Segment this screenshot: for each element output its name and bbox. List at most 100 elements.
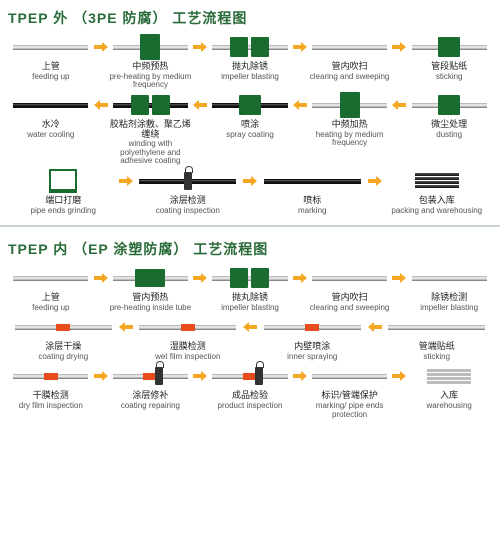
step-label-cn: 入库 xyxy=(440,391,458,401)
step-icon xyxy=(307,265,393,291)
arrow-right-icon xyxy=(193,34,207,52)
step-label-en: impeller blasting xyxy=(420,304,478,312)
step-icon xyxy=(406,363,492,389)
chart1-title: TPEP 外 （3PE 防腐） 工艺流程图 xyxy=(8,8,492,28)
step-label-cn: 中频预热 xyxy=(132,62,168,72)
step-label-cn: 管内吹扫 xyxy=(332,293,368,303)
process-step: 水冷 water cooling xyxy=(8,92,94,139)
step-icon xyxy=(8,363,94,389)
chart2-row: 涂层干燥 coating drying 湿膜检测 wet film inspec… xyxy=(8,314,492,361)
process-step: 上管 feeding up xyxy=(8,34,94,81)
process-step: 成品检验 product inspection xyxy=(207,363,293,410)
step-label-cn: 涂层修补 xyxy=(132,391,168,401)
step-icon xyxy=(406,265,492,291)
step-label-en: pre-heating by medium frequency xyxy=(108,73,194,90)
step-icon xyxy=(108,92,194,118)
process-step: 管内吹扫 clearing and sweeping xyxy=(307,265,393,312)
arrow-left-icon xyxy=(193,92,207,110)
process-step: 除锈检测 impeller blasting xyxy=(406,265,492,312)
step-label-cn: 包装入库 xyxy=(419,196,455,206)
arrow-left-icon xyxy=(368,314,382,332)
arrow-right-icon xyxy=(392,363,406,381)
arrow-left-icon xyxy=(293,92,307,110)
step-label-cn: 管内预热 xyxy=(132,293,168,303)
chart1-row: 端口打磨 pipe ends grinding 涂层检测 coating ins… xyxy=(8,168,492,215)
step-label-en: sticking xyxy=(423,353,450,361)
step-label-cn: 上管 xyxy=(42,293,60,303)
flowchart-1: TPEP 外 （3PE 防腐） 工艺流程图 上管 feeding up 中频预热… xyxy=(0,0,500,221)
process-step: 涂层检测 coating inspection xyxy=(133,168,244,215)
step-label-en: coating inspection xyxy=(156,207,220,215)
step-icon xyxy=(207,265,293,291)
step-label-en: water cooling xyxy=(27,131,74,139)
step-label-en: pipe ends grinding xyxy=(31,207,96,215)
step-icon xyxy=(307,363,393,389)
step-label-cn: 标识/管端保护 xyxy=(321,391,378,401)
arrow-right-icon xyxy=(392,265,406,283)
process-step: 上管 feeding up xyxy=(8,265,94,312)
chart1-rows: 上管 feeding up 中频预热 pre-heating by medium… xyxy=(8,34,492,215)
step-label-en: impeller blasting xyxy=(221,304,279,312)
step-label-en: coating drying xyxy=(38,353,88,361)
step-label-en: dusting xyxy=(436,131,462,139)
step-label-en: packing and warehousing xyxy=(391,207,482,215)
step-icon xyxy=(207,34,293,60)
process-step: 抛丸除锈 impeller blasting xyxy=(207,34,293,81)
step-label-en: pre-heating inside tube xyxy=(110,304,191,312)
process-step: 标识/管端保护 marking/ pipe ends protection xyxy=(307,363,393,419)
step-label-en: warehousing xyxy=(426,402,471,410)
chart2-row: 干膜检测 dry film inspection 涂层修补 coating re… xyxy=(8,363,492,419)
step-label-en: marking/ pipe ends protection xyxy=(307,402,393,419)
chart2-title: TPEP 内 （EP 涂塑防腐） 工艺流程图 xyxy=(8,239,492,259)
step-label-cn: 干膜检测 xyxy=(33,391,69,401)
step-label-cn: 喷标 xyxy=(303,196,321,206)
step-icon xyxy=(8,314,119,340)
process-step: 涂层修补 coating repairing xyxy=(108,363,194,410)
process-step: 喷标 marking xyxy=(257,168,368,215)
step-icon xyxy=(207,92,293,118)
step-label-en: coating repairing xyxy=(121,402,180,410)
step-icon xyxy=(8,168,119,194)
step-icon xyxy=(406,34,492,60)
arrow-right-icon xyxy=(293,265,307,283)
step-label-en: winding with polyethylene and adhesive c… xyxy=(108,140,194,165)
step-label-cn: 内壁喷涂 xyxy=(294,342,330,352)
step-label-en: feeding up xyxy=(32,73,69,81)
chart2-row: 上管 feeding up 管内预热 pre-heating inside tu… xyxy=(8,265,492,312)
arrow-right-icon xyxy=(293,363,307,381)
step-label-cn: 管端贴纸 xyxy=(419,342,455,352)
step-icon xyxy=(257,314,368,340)
step-label-en: wet film inspection xyxy=(155,353,220,361)
step-label-en: marking xyxy=(298,207,326,215)
step-label-en: product inspection xyxy=(218,402,283,410)
process-step: 包装入库 packing and warehousing xyxy=(382,168,493,215)
step-icon xyxy=(8,265,94,291)
step-label-en: impeller blasting xyxy=(221,73,279,81)
process-step: 湿膜检测 wet film inspection xyxy=(133,314,244,361)
step-icon xyxy=(108,265,194,291)
arrow-left-icon xyxy=(243,314,257,332)
step-label-cn: 管内吹扫 xyxy=(332,62,368,72)
process-step: 微尘处理 dusting xyxy=(406,92,492,139)
step-icon xyxy=(406,92,492,118)
step-icon xyxy=(8,92,94,118)
arrow-right-icon xyxy=(243,168,257,186)
process-step: 涂层干燥 coating drying xyxy=(8,314,119,361)
step-label-en: dry film inspection xyxy=(19,402,83,410)
step-label-en: inner spraying xyxy=(287,353,337,361)
process-step: 管段贴纸 sticking xyxy=(406,34,492,81)
chart2-rows: 上管 feeding up 管内预热 pre-heating inside tu… xyxy=(8,265,492,419)
arrow-right-icon xyxy=(94,34,108,52)
arrow-left-icon xyxy=(119,314,133,332)
process-step: 中频加热 heating by medium frequency xyxy=(307,92,393,148)
step-label-cn: 端口打磨 xyxy=(45,196,81,206)
process-step: 管内预热 pre-heating inside tube xyxy=(108,265,194,312)
arrow-right-icon xyxy=(119,168,133,186)
process-step: 管内吹扫 clearing and sweeping xyxy=(307,34,393,81)
step-label-cn: 成品检验 xyxy=(232,391,268,401)
process-step: 入库 warehousing xyxy=(406,363,492,410)
step-icon xyxy=(133,168,244,194)
arrow-right-icon xyxy=(368,168,382,186)
chart1-row: 上管 feeding up 中频预热 pre-heating by medium… xyxy=(8,34,492,90)
step-label-en: spray coating xyxy=(226,131,274,139)
